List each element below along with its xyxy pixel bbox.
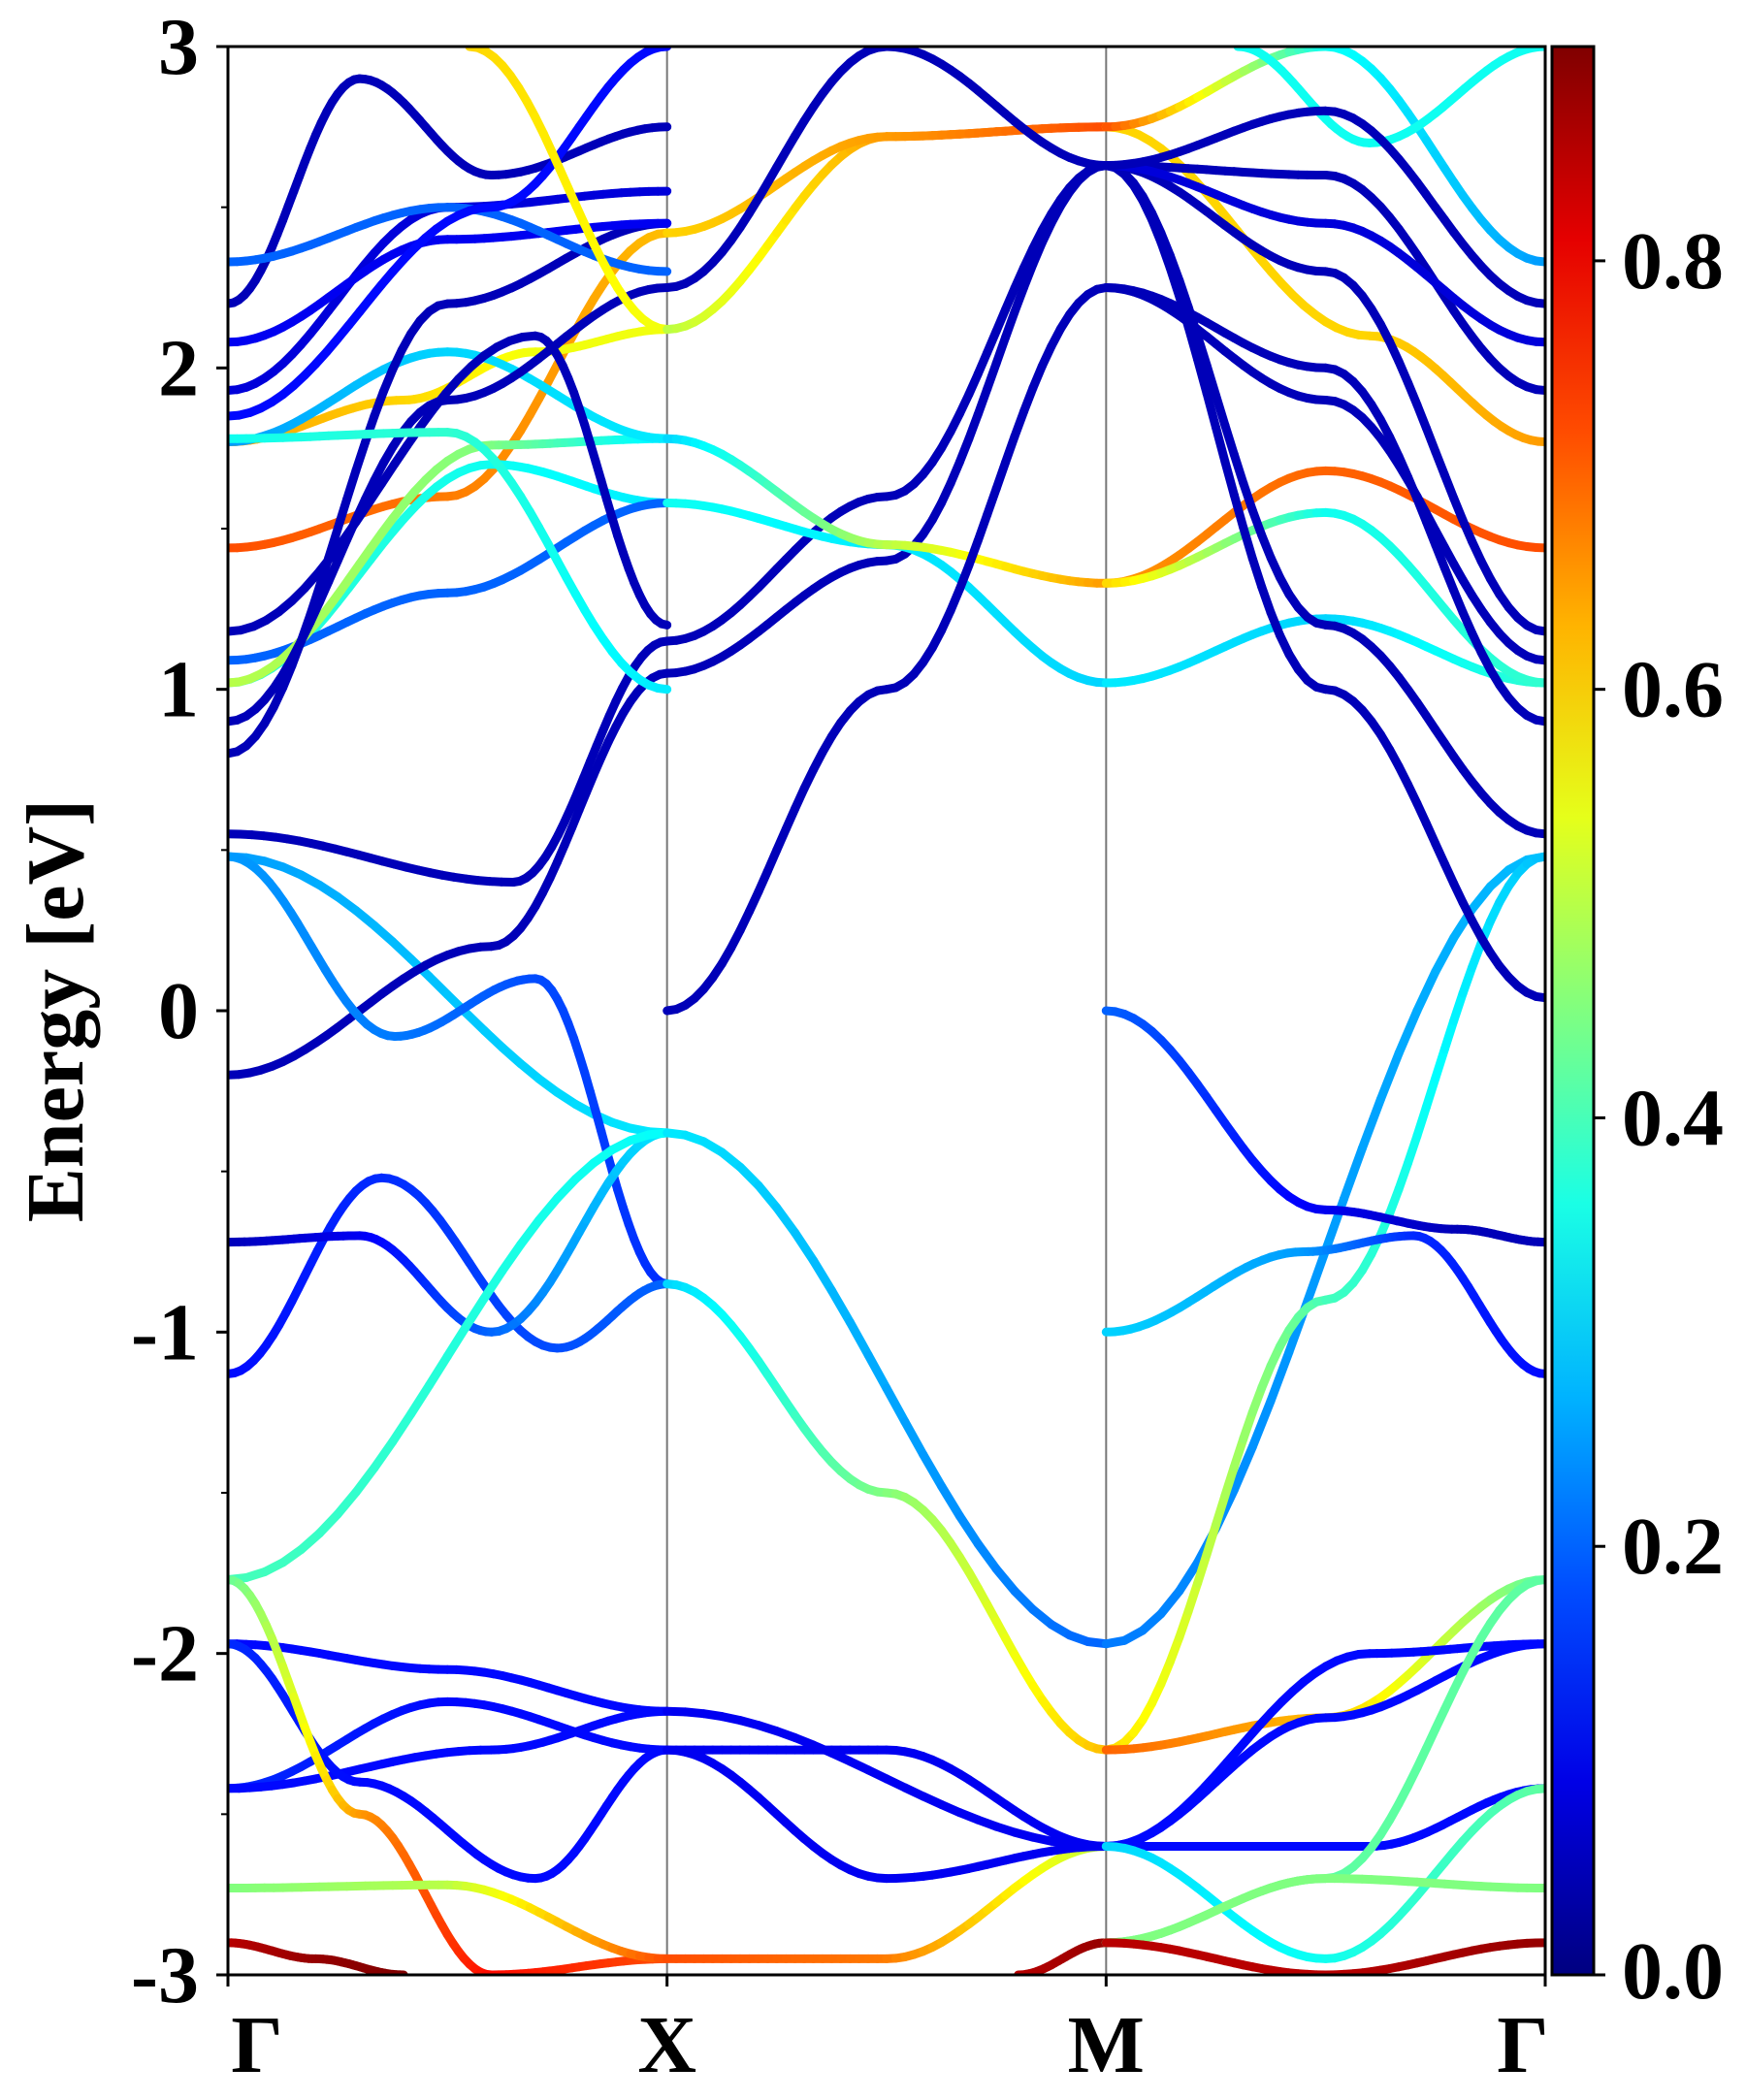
y-tick-label: -1 [131, 1287, 199, 1377]
y-tick-label: 1 [158, 645, 199, 735]
y-axis-ticks: 3 2 1 0 -1 -2 -3 [131, 2, 228, 2020]
colorbar-tick-label: 0.8 [1622, 216, 1724, 307]
y-tick-label: -2 [131, 1609, 199, 1699]
kpoint-label: X [637, 2000, 696, 2090]
kpoint-divider-lines [667, 47, 1107, 1975]
band-line [228, 1178, 667, 1373]
band-line [667, 1133, 1107, 1644]
kpoint-label: Γ [1497, 2000, 1548, 2090]
band-line [228, 856, 667, 1284]
colorbar-tick-label: 0.4 [1622, 1073, 1724, 1163]
band-line [1106, 1011, 1545, 1243]
colorbar-tick-label: 0.2 [1622, 1502, 1724, 1592]
kpoint-label: Γ [231, 2000, 282, 2090]
band-lines [228, 47, 1545, 1975]
band-line [228, 1580, 667, 1976]
band-line [667, 1284, 1107, 1751]
band-line [667, 1750, 1107, 1879]
y-tick-label: 2 [158, 323, 199, 413]
y-tick-label: 0 [158, 966, 199, 1056]
band-line [667, 1847, 1107, 1959]
y-tick-label: -3 [131, 1930, 199, 2020]
band-line [667, 503, 1107, 684]
colorbar-ticks: 0.8 0.6 0.4 0.2 0.0 [1594, 216, 1724, 2017]
colorbar-tick-label: 0.0 [1622, 1926, 1724, 2017]
band-line [1106, 1879, 1545, 1943]
band-line [1106, 166, 1545, 998]
band-line [228, 1885, 667, 1958]
colorbar [1552, 47, 1594, 1975]
y-tick-label: 3 [158, 2, 199, 92]
band-line [228, 1943, 404, 1975]
band-line [667, 1750, 1107, 1846]
band-line [228, 1644, 667, 1879]
y-axis-label: Energy [eV] [11, 799, 101, 1222]
kpoint-label: M [1068, 2000, 1145, 2090]
band-line [228, 1711, 667, 1789]
band-line [228, 47, 667, 416]
colorbar-tick-label: 0.6 [1622, 645, 1724, 735]
band-line [228, 856, 667, 1133]
band-line [1018, 1943, 1107, 1975]
